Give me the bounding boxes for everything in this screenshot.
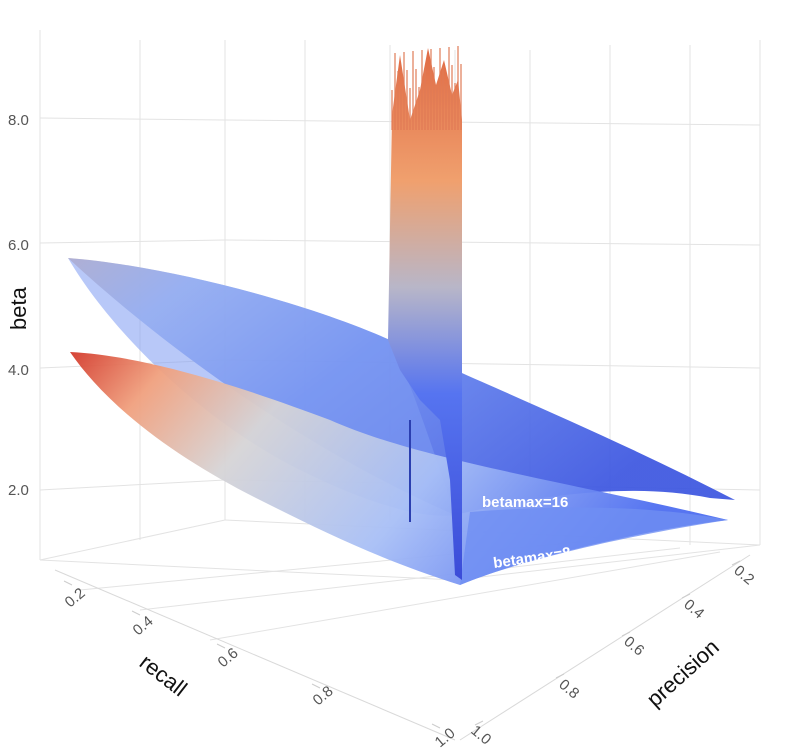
- z-tick-4: 4.0: [8, 362, 29, 379]
- recall-tick-mark-1: [131, 610, 141, 616]
- grid-floor-0: [39, 559, 456, 581]
- z-axis-title: beta: [6, 286, 31, 330]
- recall-tick-mark-2: [216, 643, 226, 649]
- grid-horizontal-2: [39, 239, 226, 244]
- x-tick-0-8: 0.8: [310, 683, 337, 709]
- y-tick-0-2: 0.2: [730, 562, 757, 588]
- grid-horizontal-6: [39, 479, 226, 491]
- grid-floor-5: [139, 547, 681, 611]
- y-axis-title: precision: [642, 634, 724, 711]
- grid-horizontal-1: [224, 119, 761, 126]
- recall-tick-mark-0: [63, 580, 73, 586]
- z-tick-8: 8.0: [8, 112, 29, 129]
- x-tick-0-6: 0.6: [215, 645, 242, 671]
- x-axis-title: recall: [135, 649, 192, 701]
- grid-horizontal-0: [39, 117, 226, 121]
- recall-tick-mark-3: [311, 683, 321, 689]
- grid-floor-6: [209, 551, 721, 641]
- series-label-betamax-16: betamax=16: [482, 494, 568, 511]
- grid-horizontal-3: [224, 239, 761, 246]
- z-tick-6: 6.0: [8, 237, 29, 254]
- y-tick-0-6: 0.6: [620, 633, 647, 659]
- recall-axis-edge: [54, 569, 456, 741]
- x-tick-0-4: 0.4: [130, 613, 157, 639]
- precision-tick-mark-0: [731, 560, 741, 566]
- surface-spike-body: [388, 48, 462, 580]
- precision-tick-mark-3: [555, 673, 565, 679]
- surface-spike: [388, 46, 462, 580]
- z-tick-2: 2.0: [8, 482, 29, 499]
- precision-axis-edge: [459, 554, 751, 741]
- y-tick-0-8: 0.8: [555, 676, 582, 702]
- y-tick-1-0: 1.0: [467, 722, 494, 748]
- precision-tick-mark-4: [474, 720, 484, 726]
- z-axis-ticks: 2.0 4.0 6.0 8.0: [8, 112, 29, 499]
- y-tick-0-4: 0.4: [680, 596, 707, 622]
- surface-betamax-8: [70, 352, 728, 585]
- recall-tick-mark-4: [431, 723, 441, 729]
- precision-tick-mark-2: [621, 631, 631, 637]
- grid-floor-3: [454, 544, 761, 581]
- surface-betamax-8-edge: [460, 507, 728, 585]
- x-axis-ticks: 0.2 0.4 0.6 0.8 1.0: [62, 585, 459, 751]
- precision-tick-mark-1: [681, 593, 691, 599]
- grid-floor-2: [39, 519, 226, 561]
- x-tick-0-2: 0.2: [62, 585, 89, 611]
- x-tick-1-0: 1.0: [432, 725, 459, 750]
